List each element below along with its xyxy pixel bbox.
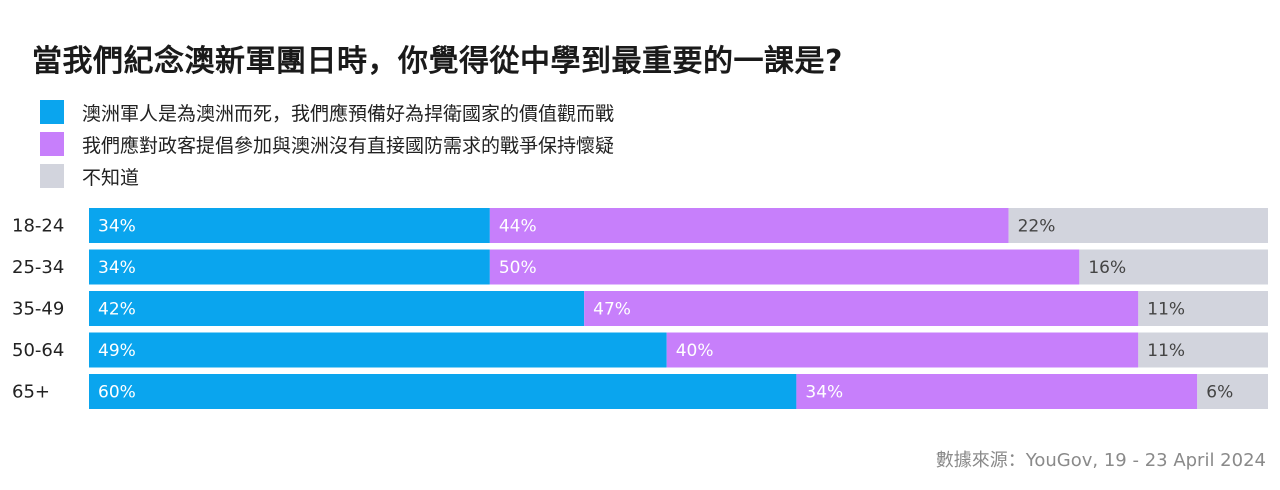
legend-item: 不知道 — [40, 160, 614, 192]
bar-segment — [89, 291, 585, 326]
data-label: 11% — [1147, 300, 1185, 320]
legend-item: 澳洲軍人是為澳洲而死，我們應預備好為捍衛國家的價值觀而戰 — [40, 96, 614, 128]
bar-segment — [1079, 249, 1268, 285]
data-label: 60% — [98, 383, 136, 403]
bar-segment — [796, 374, 1198, 409]
data-label: 34% — [98, 217, 136, 237]
legend: 澳洲軍人是為澳洲而死，我們應預備好為捍衛國家的價值觀而戰 我們應對政客提倡參加與澳… — [40, 96, 614, 192]
data-label: 34% — [805, 383, 843, 403]
legend-item: 我們應對政客提倡參加與澳洲沒有直接國防需求的戰爭保持懷疑 — [40, 128, 614, 160]
bar-segment — [89, 332, 667, 368]
bar-segment — [489, 249, 1080, 285]
data-label: 50% — [499, 258, 537, 278]
bar-segment — [666, 332, 1139, 368]
data-label: 11% — [1147, 341, 1185, 361]
chart-title: 當我們紀念澳新軍團日時，你覺得從中學到最重要的一課是? — [32, 44, 843, 79]
bar-segment — [1008, 208, 1268, 243]
bar-segment — [1138, 291, 1268, 326]
bar-segment — [584, 291, 1139, 326]
legend-swatch — [40, 132, 64, 156]
legend-swatch — [40, 164, 64, 188]
legend-swatch — [40, 100, 64, 124]
source-note: 數據來源：YouGov, 19 - 23 April 2024 — [935, 450, 1266, 471]
category-label: 65+ — [12, 382, 50, 403]
data-label: 16% — [1088, 258, 1126, 278]
data-label: 44% — [499, 217, 537, 237]
data-label: 40% — [676, 341, 714, 361]
data-label: 47% — [593, 300, 631, 320]
stacked-bar-chart: 18-24 34% 44% 22% 25-34 34% 50% 16% 35-49 42% 47% 1… — [12, 208, 1268, 409]
legend-label: 我們應對政客提倡參加與澳洲沒有直接國防需求的戰爭保持懷疑 — [82, 134, 615, 157]
bar-segment — [89, 249, 490, 285]
bar-segment — [89, 208, 490, 243]
legend-label: 澳洲軍人是為澳洲而死，我們應預備好為捍衛國家的價值觀而戰 — [82, 102, 615, 125]
category-label: 25-34 — [12, 257, 64, 278]
category-label: 35-49 — [12, 299, 64, 320]
bar-segment — [1197, 374, 1268, 409]
bar-segment — [489, 208, 1009, 243]
data-label: 6% — [1206, 383, 1233, 403]
bar-segment — [1138, 332, 1268, 368]
category-label: 18-24 — [12, 216, 64, 237]
category-label: 50-64 — [12, 340, 64, 361]
legend-label: 不知道 — [82, 166, 140, 189]
data-label: 22% — [1018, 217, 1056, 237]
data-label: 49% — [98, 341, 136, 361]
bar-segment — [89, 374, 797, 409]
data-label: 42% — [98, 300, 136, 320]
data-label: 34% — [98, 258, 136, 278]
